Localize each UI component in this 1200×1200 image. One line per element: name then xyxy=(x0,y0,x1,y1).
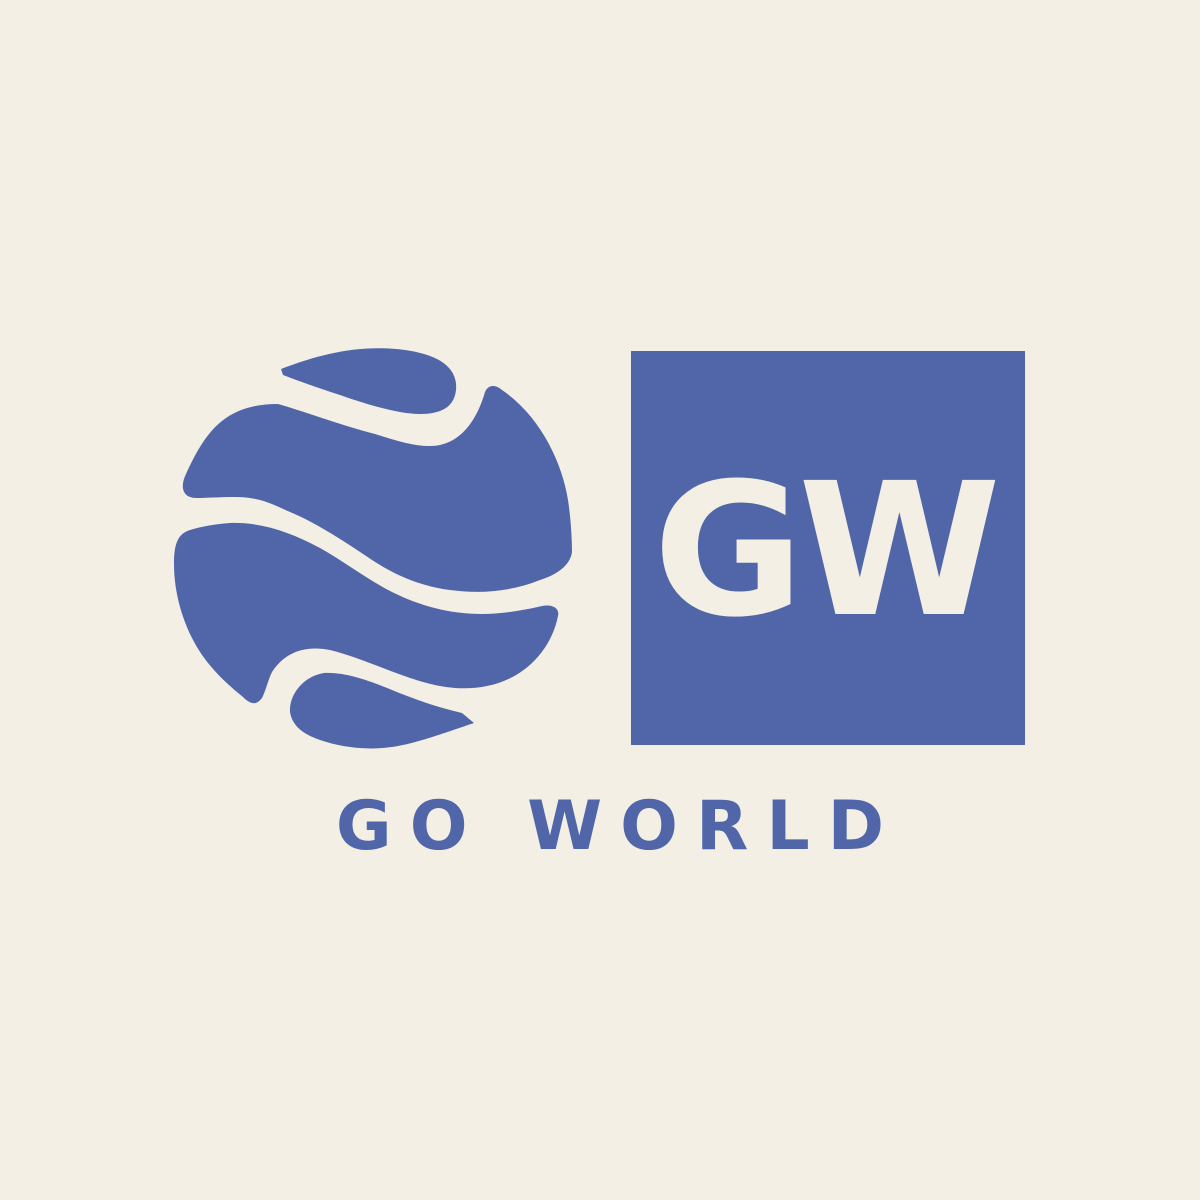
monogram-text: GW xyxy=(653,444,1001,658)
globe-band-top xyxy=(281,348,457,414)
globe-icon xyxy=(174,348,572,749)
globe-band-middle xyxy=(174,522,559,704)
brand-wordmark: GO WORLD xyxy=(335,786,903,866)
monogram-box: GW xyxy=(631,351,1025,745)
globe-band-bottom xyxy=(289,672,474,749)
globe-band-upper xyxy=(182,386,572,592)
